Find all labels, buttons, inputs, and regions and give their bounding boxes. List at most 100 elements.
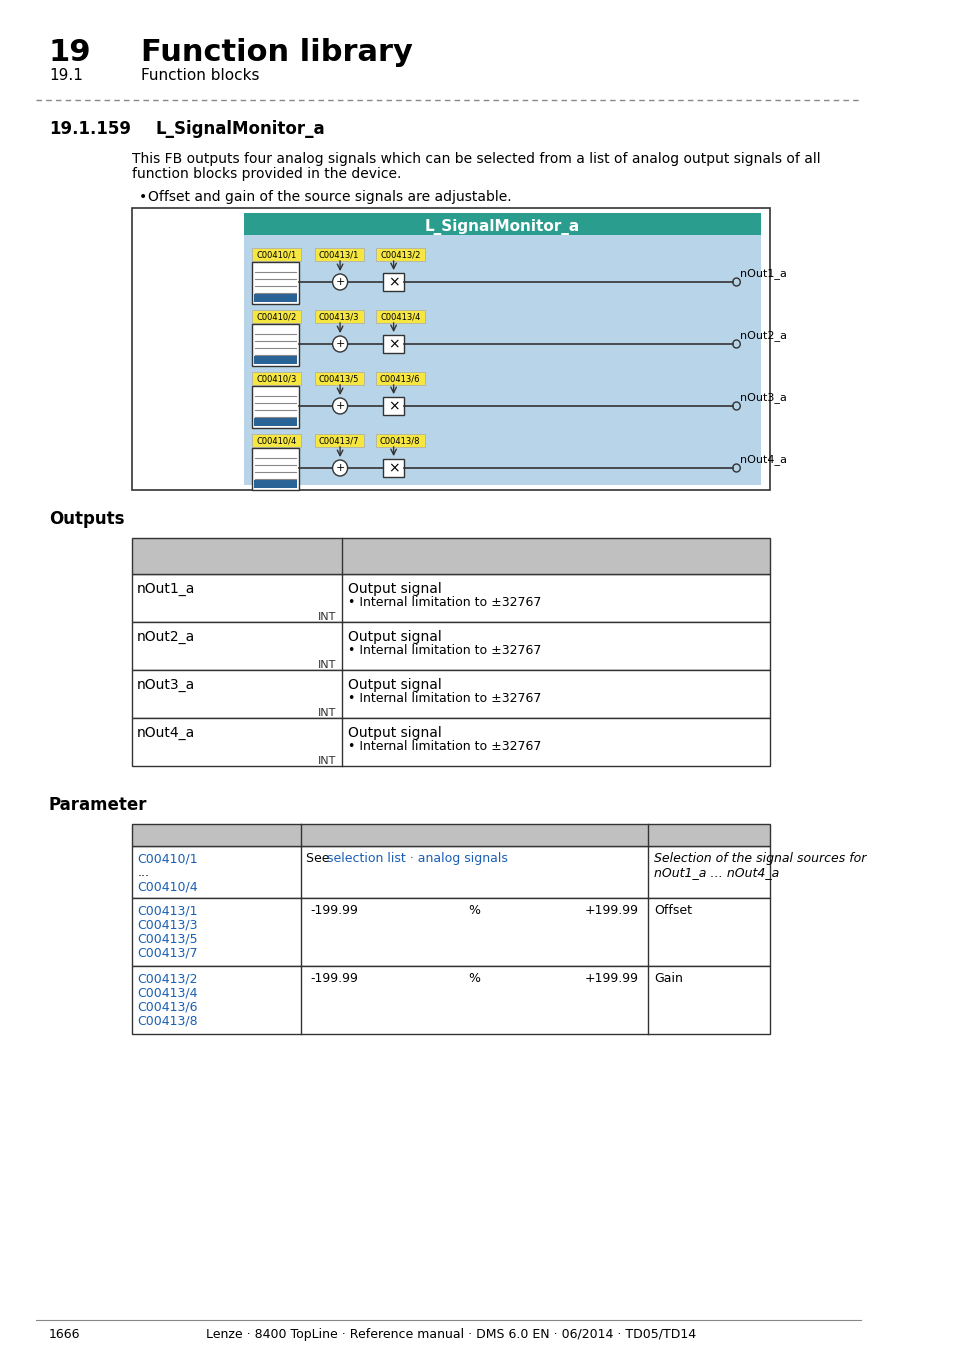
Text: +: + — [335, 463, 344, 472]
Text: C00413/7: C00413/7 — [137, 946, 197, 958]
Text: • Internal limitation to ±32767: • Internal limitation to ±32767 — [347, 740, 540, 753]
Text: nOut1_a: nOut1_a — [137, 582, 195, 595]
FancyBboxPatch shape — [132, 208, 769, 490]
Text: ×: × — [388, 338, 399, 351]
Text: C00413/1: C00413/1 — [137, 904, 197, 917]
Text: Data type: Data type — [279, 558, 335, 568]
Text: C00413/3: C00413/3 — [137, 918, 197, 932]
Text: 1666: 1666 — [49, 1328, 80, 1341]
Text: nOut1_a: nOut1_a — [740, 269, 786, 279]
Text: L_SignalMonitor_a: L_SignalMonitor_a — [154, 120, 324, 138]
Text: Selection of the signal sources for: Selection of the signal sources for — [653, 852, 865, 865]
Text: nOut1_a … nOut4_a: nOut1_a … nOut4_a — [653, 865, 779, 879]
FancyBboxPatch shape — [375, 373, 424, 385]
Text: C00413/4: C00413/4 — [137, 986, 197, 999]
Text: C00410/4: C00410/4 — [255, 436, 296, 446]
Text: ×: × — [388, 400, 399, 413]
Text: C00413/2: C00413/2 — [379, 250, 420, 259]
Text: Output signal: Output signal — [347, 582, 441, 595]
Text: +: + — [335, 339, 344, 350]
Text: Gain: Gain — [653, 972, 682, 986]
FancyBboxPatch shape — [253, 356, 296, 365]
FancyBboxPatch shape — [252, 386, 298, 428]
Text: INT: INT — [317, 660, 336, 670]
Circle shape — [333, 336, 347, 352]
Text: Info: Info — [653, 828, 683, 842]
Text: Lenze · 8400 TopLine · Reference manual · DMS 6.0 EN · 06/2014 · TD05/TD14: Lenze · 8400 TopLine · Reference manual … — [206, 1328, 696, 1341]
FancyBboxPatch shape — [132, 898, 769, 967]
Text: ×: × — [388, 460, 399, 475]
FancyBboxPatch shape — [132, 539, 769, 574]
Text: Possible settings: Possible settings — [306, 828, 439, 842]
Text: 19.1: 19.1 — [49, 68, 83, 82]
FancyBboxPatch shape — [132, 824, 769, 846]
Text: Output signal: Output signal — [347, 630, 441, 644]
Text: +: + — [335, 401, 344, 410]
Circle shape — [333, 274, 347, 290]
Text: Value/meaning: Value/meaning — [347, 543, 463, 558]
Text: %: % — [468, 904, 480, 917]
Text: 19: 19 — [49, 38, 91, 68]
FancyBboxPatch shape — [383, 397, 403, 414]
Text: -199.99: -199.99 — [310, 972, 357, 986]
Text: Function library: Function library — [141, 38, 413, 68]
Text: Offset and gain of the source signals are adjustable.: Offset and gain of the source signals ar… — [149, 190, 512, 204]
FancyBboxPatch shape — [383, 335, 403, 352]
FancyBboxPatch shape — [132, 718, 769, 765]
FancyBboxPatch shape — [244, 213, 760, 235]
FancyBboxPatch shape — [132, 846, 769, 898]
Text: -199.99: -199.99 — [310, 904, 357, 917]
FancyBboxPatch shape — [252, 433, 300, 447]
FancyBboxPatch shape — [132, 574, 769, 622]
Text: ...: ... — [137, 865, 149, 879]
Text: +: + — [335, 277, 344, 288]
Text: C00410/4: C00410/4 — [137, 880, 197, 892]
Text: C00410/1: C00410/1 — [255, 250, 296, 259]
Text: C00413/4: C00413/4 — [379, 312, 420, 321]
Text: +199.99: +199.99 — [584, 972, 639, 986]
Text: nOut3_a: nOut3_a — [137, 678, 195, 693]
Text: C00413/8: C00413/8 — [379, 436, 420, 446]
Text: C00413/8: C00413/8 — [137, 1014, 197, 1027]
Text: C00410/3: C00410/3 — [255, 374, 296, 383]
Text: •: • — [139, 190, 147, 204]
FancyBboxPatch shape — [314, 433, 363, 447]
FancyBboxPatch shape — [383, 459, 403, 477]
Text: This FB outputs four analog signals which can be selected from a list of analog : This FB outputs four analog signals whic… — [132, 153, 820, 166]
Text: function blocks provided in the device.: function blocks provided in the device. — [132, 167, 400, 181]
Text: C00410/2: C00410/2 — [255, 312, 296, 321]
FancyBboxPatch shape — [252, 324, 298, 366]
FancyBboxPatch shape — [314, 248, 363, 261]
Text: Output signal: Output signal — [347, 678, 441, 693]
FancyBboxPatch shape — [314, 310, 363, 323]
Text: Identifier: Identifier — [137, 543, 210, 558]
Text: Parameter: Parameter — [49, 796, 147, 814]
Text: nOut4_a: nOut4_a — [137, 726, 195, 740]
FancyBboxPatch shape — [132, 967, 769, 1034]
Text: nOut3_a: nOut3_a — [740, 392, 786, 404]
FancyBboxPatch shape — [253, 418, 296, 427]
Text: INT: INT — [317, 707, 336, 718]
Text: 19.1.159: 19.1.159 — [49, 120, 131, 138]
FancyBboxPatch shape — [252, 262, 298, 304]
Text: C00413/5: C00413/5 — [137, 931, 197, 945]
Text: Output signal: Output signal — [347, 726, 441, 740]
FancyBboxPatch shape — [314, 373, 363, 385]
Text: INT: INT — [317, 756, 336, 765]
FancyBboxPatch shape — [132, 622, 769, 670]
Text: selection list · analog signals: selection list · analog signals — [327, 852, 507, 865]
FancyBboxPatch shape — [252, 448, 298, 490]
FancyBboxPatch shape — [375, 248, 424, 261]
FancyBboxPatch shape — [244, 213, 760, 485]
FancyBboxPatch shape — [253, 481, 296, 487]
Text: Function blocks: Function blocks — [141, 68, 259, 82]
Text: L_SignalMonitor_a: L_SignalMonitor_a — [424, 219, 579, 235]
FancyBboxPatch shape — [252, 248, 300, 261]
FancyBboxPatch shape — [375, 433, 424, 447]
Text: C00413/2: C00413/2 — [137, 972, 197, 986]
Text: %: % — [468, 972, 480, 986]
FancyBboxPatch shape — [375, 310, 424, 323]
Text: Parameter: Parameter — [137, 828, 219, 842]
Text: INT: INT — [317, 612, 336, 622]
Circle shape — [333, 398, 347, 414]
